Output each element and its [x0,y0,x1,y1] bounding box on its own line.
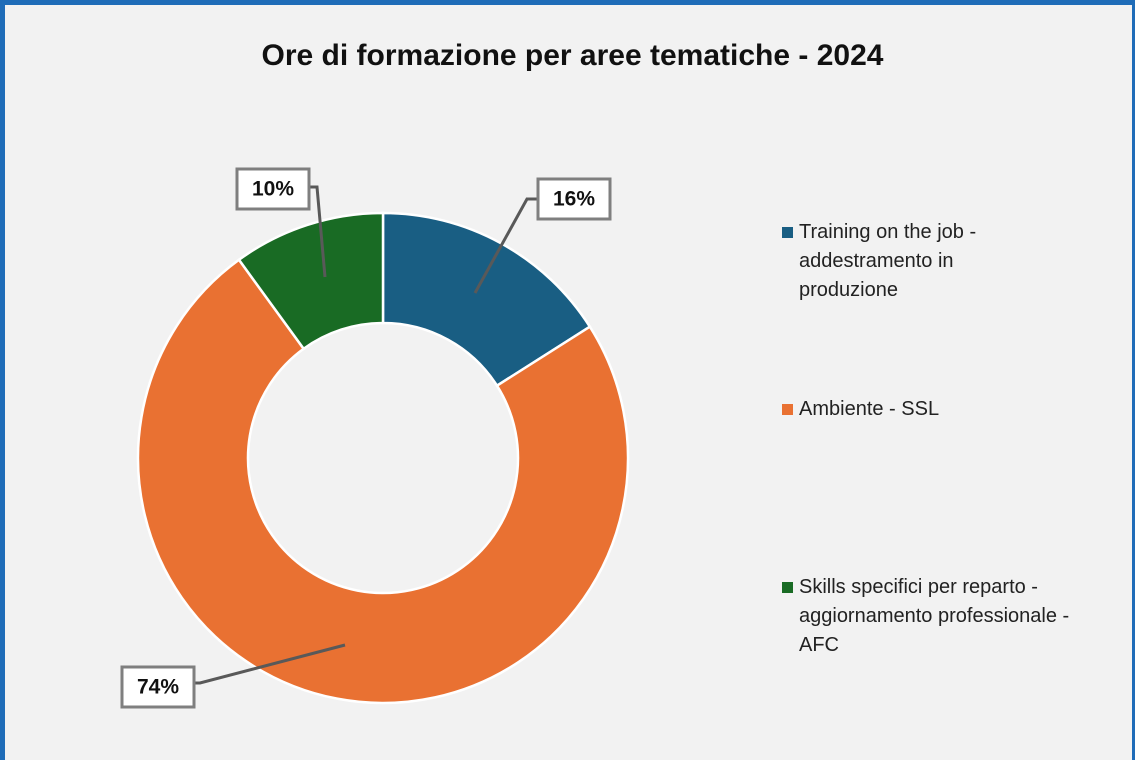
data-label-box [235,167,311,211]
leader-line [473,197,538,294]
chart-title: Ore di formazione per aree tematiche - 2… [261,39,884,72]
data-label-box [536,177,612,221]
data-label: 74% [137,676,179,699]
data-label: 10% [252,178,294,201]
data-label-box [120,665,196,709]
data-label: 16% [553,188,595,211]
legend-item: Skills specifici per reparto - aggiornam… [782,573,1099,660]
legend-swatch [782,582,793,593]
donut-slice [136,258,630,705]
legend-label: Ambiente - SSL [799,398,940,420]
leader-line [194,643,346,685]
plot-area: 16% 74% 10% [120,167,630,709]
donut-slice [237,211,385,351]
leader-line [309,185,327,278]
legend-label: Training on the job - addestramento in p… [799,221,977,301]
legend-swatch [782,227,793,238]
legend-item: Ambiente - SSL [782,395,1099,424]
legend-swatch [782,404,793,415]
legend-item: Training on the job - addestramento in p… [782,218,1034,305]
legend-label: Skills specifici per reparto - aggiornam… [799,576,1070,656]
